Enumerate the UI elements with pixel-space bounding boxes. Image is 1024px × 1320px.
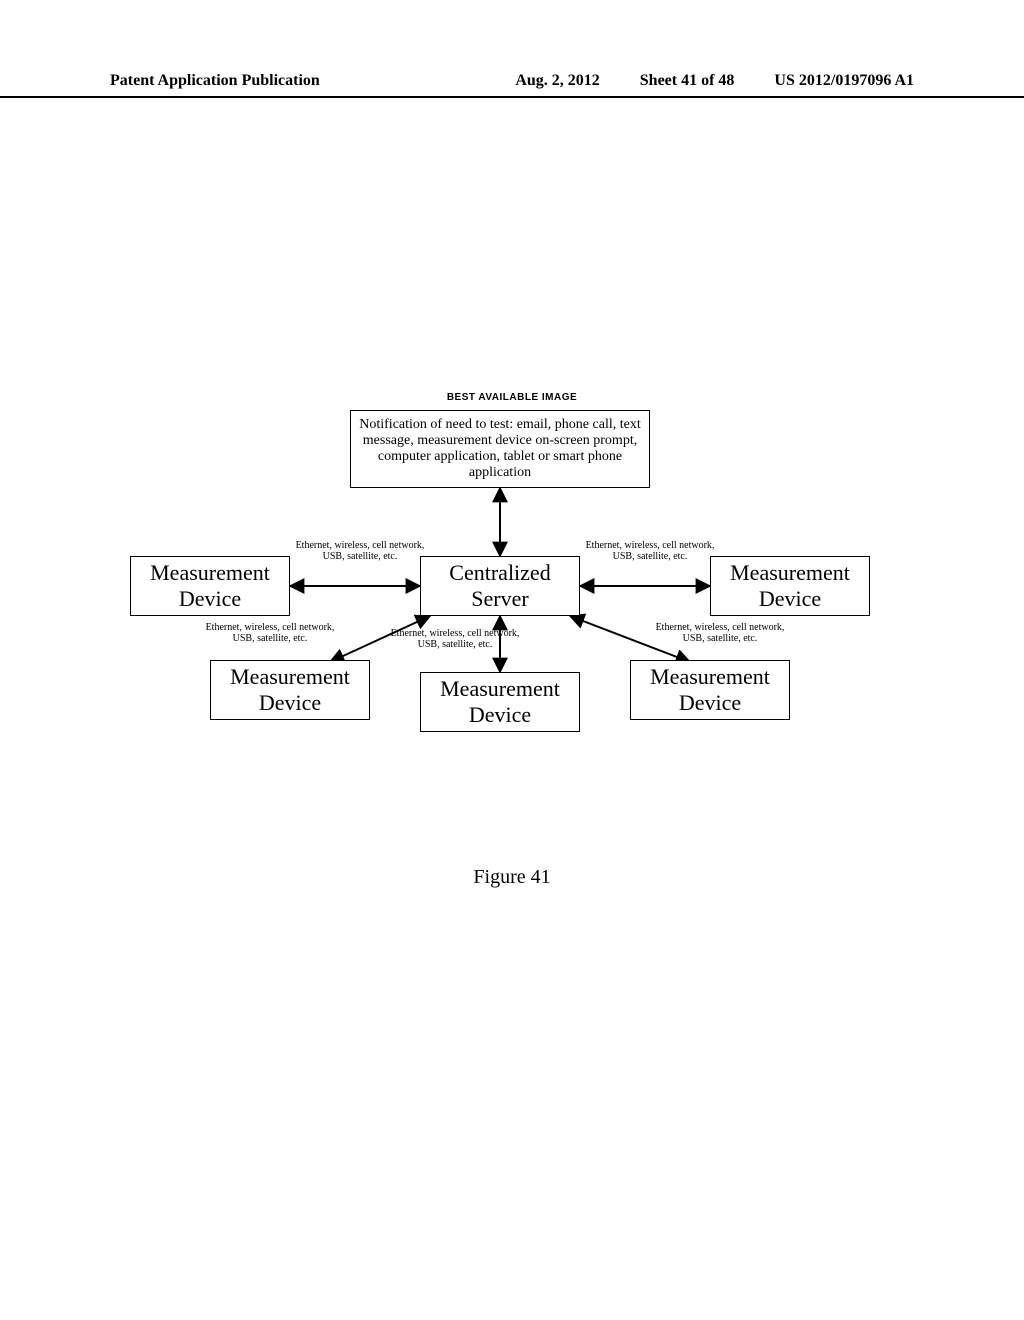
notification-text: Notification of need to test: email, pho… [357, 417, 643, 481]
header-date: Aug. 2, 2012 [515, 72, 599, 90]
figure-caption: Figure 41 [0, 866, 1024, 889]
header-pubno: US 2012/0197096 A1 [774, 72, 914, 90]
device-label: Measurement Device [427, 676, 573, 729]
best-available-label: BEST AVAILABLE IMAGE [0, 392, 1024, 403]
device-box-bottom-left: Measurement Device [210, 660, 370, 720]
device-box-bottom-center: Measurement Device [420, 672, 580, 732]
edge-label-right: Ethernet, wireless, cell network, USB, s… [580, 540, 720, 562]
server-box: Centralized Server [420, 556, 580, 616]
network-diagram: Notification of need to test: email, pho… [130, 410, 900, 770]
device-label: Measurement Device [217, 664, 363, 717]
device-label: Measurement Device [637, 664, 783, 717]
patent-page: Patent Application Publication Aug. 2, 2… [0, 0, 1024, 1320]
edge-label-br: Ethernet, wireless, cell network, USB, s… [650, 622, 790, 644]
server-label: Centralized Server [427, 560, 573, 613]
edge-label-bc: Ethernet, wireless, cell network, USB, s… [385, 628, 525, 650]
header-sheet: Sheet 41 of 48 [640, 72, 735, 90]
device-box-right: Measurement Device [710, 556, 870, 616]
notification-box: Notification of need to test: email, pho… [350, 410, 650, 488]
header-left: Patent Application Publication [110, 72, 320, 90]
edge-label-bl: Ethernet, wireless, cell network, USB, s… [200, 622, 340, 644]
page-header: Patent Application Publication Aug. 2, 2… [0, 72, 1024, 98]
edge-label-left: Ethernet, wireless, cell network, USB, s… [290, 540, 430, 562]
device-label: Measurement Device [717, 560, 863, 613]
device-box-left: Measurement Device [130, 556, 290, 616]
device-box-bottom-right: Measurement Device [630, 660, 790, 720]
device-label: Measurement Device [137, 560, 283, 613]
